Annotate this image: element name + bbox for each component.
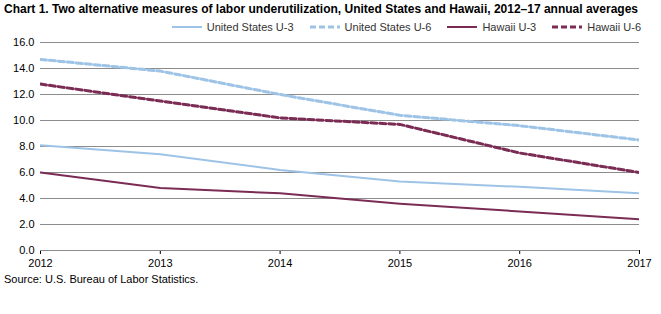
html-text:Hawaii U-6: Hawaii U-6 bbox=[587, 21, 641, 33]
svg-text:2014: 2014 bbox=[268, 257, 292, 269]
svg-text:2012: 2012 bbox=[28, 257, 52, 269]
svg-text:2015: 2015 bbox=[388, 257, 412, 269]
svg-text:10.0: 10.0 bbox=[13, 114, 34, 126]
html-text:United States U-3: United States U-3 bbox=[206, 21, 294, 33]
svg-text:8.0: 8.0 bbox=[19, 140, 34, 152]
svg-text:2016: 2016 bbox=[507, 257, 531, 269]
svg-text:2013: 2013 bbox=[148, 257, 172, 269]
html-text:Source: U.S. Bureau of Labor S: Source: U.S. Bureau of Labor Statistics. bbox=[4, 273, 199, 285]
html-text:Chart 1. Two alternative measu: Chart 1. Two alternative measures of lab… bbox=[4, 2, 638, 16]
svg-text:6.0: 6.0 bbox=[19, 166, 34, 178]
html-text:United States U-6: United States U-6 bbox=[344, 21, 432, 33]
html-text:Hawaii U-3: Hawaii U-3 bbox=[482, 21, 537, 33]
svg-text:16.0: 16.0 bbox=[13, 36, 34, 48]
svg-text:2.0: 2.0 bbox=[19, 218, 34, 230]
svg-text:12.0: 12.0 bbox=[13, 88, 34, 100]
svg-text:14.0: 14.0 bbox=[13, 62, 34, 74]
svg-text:0.0: 0.0 bbox=[19, 244, 34, 256]
svg-text:2017: 2017 bbox=[627, 257, 651, 269]
svg-text:4.0: 4.0 bbox=[19, 192, 34, 204]
